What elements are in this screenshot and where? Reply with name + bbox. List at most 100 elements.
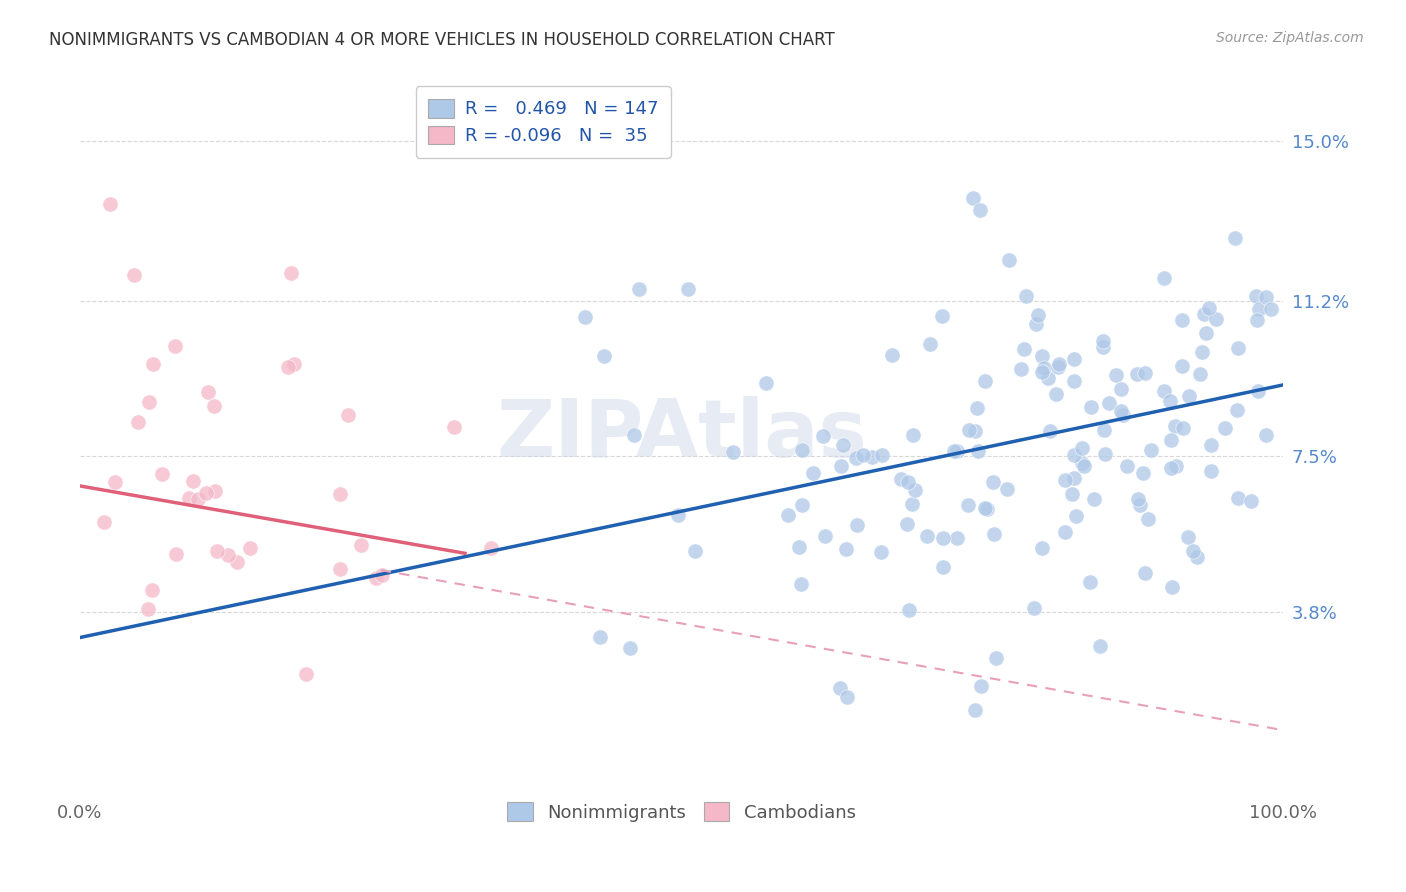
Point <box>1045 387 1067 401</box>
Point <box>790 577 813 591</box>
Point <box>1192 307 1215 321</box>
Point <box>1031 349 1053 363</box>
Point <box>889 472 911 486</box>
Point <box>778 508 800 522</box>
Point <box>962 191 984 205</box>
Point <box>1223 231 1246 245</box>
Point <box>1112 409 1135 423</box>
Point <box>589 631 612 645</box>
Point <box>918 337 941 351</box>
Point <box>1063 374 1085 388</box>
Point <box>1226 341 1249 355</box>
Point <box>1132 466 1154 480</box>
Point <box>1136 512 1159 526</box>
Point <box>755 376 778 390</box>
Point <box>1094 448 1116 462</box>
Point <box>901 428 924 442</box>
Point <box>1177 530 1199 544</box>
Point <box>946 531 969 545</box>
Point <box>974 375 997 389</box>
Point <box>1178 389 1201 403</box>
Point <box>869 545 891 559</box>
Point <box>1239 494 1261 508</box>
Point <box>1109 382 1132 396</box>
Point <box>1098 395 1121 409</box>
Point <box>845 518 868 533</box>
Point <box>1254 428 1277 442</box>
Text: Source: ZipAtlas.com: Source: ZipAtlas.com <box>1216 31 1364 45</box>
Point <box>1171 359 1194 373</box>
Point <box>1026 308 1049 322</box>
Point <box>1109 404 1132 418</box>
Point <box>666 508 689 522</box>
Point <box>1159 393 1181 408</box>
Point <box>1071 441 1094 455</box>
Point <box>813 429 835 443</box>
Point <box>830 459 852 474</box>
Point <box>957 424 980 438</box>
Point <box>995 482 1018 496</box>
Point <box>1182 543 1205 558</box>
Point <box>931 309 953 323</box>
Point <box>205 544 228 558</box>
Point <box>1249 301 1271 316</box>
Point <box>870 448 893 462</box>
Point <box>619 641 641 656</box>
Point <box>1092 340 1115 354</box>
Point <box>226 555 249 569</box>
Point <box>963 703 986 717</box>
Point <box>329 561 352 575</box>
Point <box>1133 566 1156 580</box>
Point <box>1246 312 1268 326</box>
Point <box>329 487 352 501</box>
Point <box>479 541 502 555</box>
Point <box>623 428 645 442</box>
Point <box>683 543 706 558</box>
Point <box>1088 639 1111 653</box>
Point <box>277 359 299 374</box>
Point <box>280 267 302 281</box>
Point <box>1126 367 1149 381</box>
Point <box>997 252 1019 267</box>
Point <box>1024 600 1046 615</box>
Point <box>574 310 596 325</box>
Point <box>1129 498 1152 512</box>
Point <box>932 531 955 545</box>
Point <box>1247 384 1270 398</box>
Point <box>1054 524 1077 539</box>
Point <box>1063 448 1085 462</box>
Point <box>814 528 837 542</box>
Point <box>967 444 990 458</box>
Point <box>956 498 979 512</box>
Point <box>898 603 921 617</box>
Point <box>283 357 305 371</box>
Point <box>138 395 160 409</box>
Point <box>1116 459 1139 474</box>
Point <box>860 450 883 465</box>
Point <box>974 501 997 516</box>
Point <box>1161 580 1184 594</box>
Point <box>1160 434 1182 448</box>
Point <box>897 475 920 489</box>
Point <box>1091 334 1114 348</box>
Point <box>963 424 986 438</box>
Point <box>1054 473 1077 487</box>
Point <box>1164 458 1187 473</box>
Point <box>969 202 991 217</box>
Point <box>983 527 1005 541</box>
Point <box>127 415 149 429</box>
Point <box>676 282 699 296</box>
Point <box>141 583 163 598</box>
Point <box>1226 403 1249 417</box>
Point <box>828 681 851 695</box>
Point <box>1188 367 1211 381</box>
Point <box>1092 423 1115 437</box>
Point <box>1078 574 1101 589</box>
Point <box>1064 509 1087 524</box>
Point <box>1260 301 1282 316</box>
Point <box>1038 370 1060 384</box>
Point <box>1073 458 1095 473</box>
Point <box>592 350 614 364</box>
Point <box>1010 362 1032 376</box>
Point <box>1171 313 1194 327</box>
